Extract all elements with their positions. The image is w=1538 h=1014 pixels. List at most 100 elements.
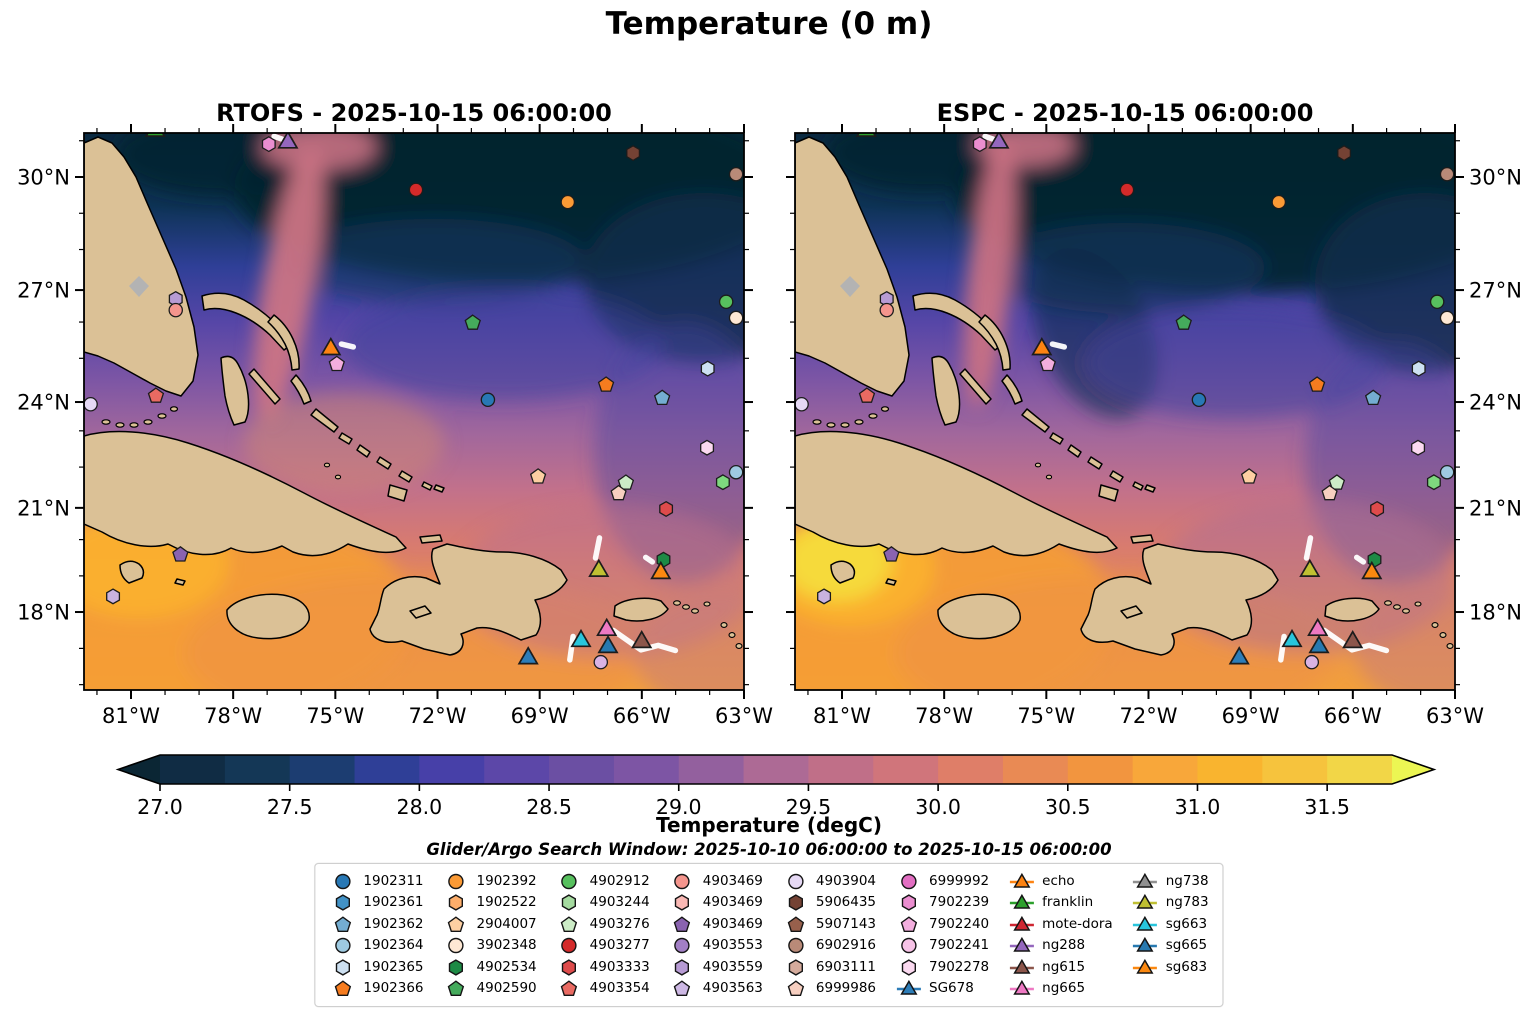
marker-ng665 (596, 617, 618, 637)
legend-entry-label: sg663 (1165, 915, 1208, 932)
legend-entry-label: 7902240 (929, 915, 990, 932)
legend-entry-label: 1902365 (363, 958, 424, 975)
legend-entry-1902522: 1902522 (443, 893, 537, 914)
legend-entry-label: 6903111 (815, 958, 877, 975)
legend-entry-3902348: 3902348 (443, 936, 537, 957)
lat-tick-label: 27°N (1469, 279, 1522, 303)
lon-tick-label: 78°W (915, 704, 973, 728)
legend-column: 4903904 5906435 5907143 6902916 6903111 69999… (782, 871, 876, 999)
marker-ng615 (631, 630, 653, 649)
legend-entry-2904007: 2904007 (443, 914, 537, 935)
pentagon-marker-icon (447, 980, 465, 997)
legend-column: echo franklin mote-dora ng288 ng615 ng665 (1008, 871, 1113, 999)
lon-tick-label: 66°W (613, 704, 671, 728)
marker-ng288 (277, 133, 299, 149)
glider-track (642, 554, 656, 565)
map-rtofs: 81°W 78°W 75°W 72°W 69°W 66°W 63°W 30°N 27°N 24°N… (17, 124, 773, 728)
marker-6999986 (610, 484, 627, 501)
triangle-marker-icon (1133, 915, 1158, 931)
pentagon-marker-icon (447, 916, 465, 932)
legend-entry-4903277: 4903277 (556, 936, 650, 957)
legend-entry-label: sg665 (1165, 937, 1208, 953)
colorbar-label: Temperature (degC) (656, 813, 882, 837)
marker-4903244 (1426, 474, 1441, 491)
lon-tick-label: 75°W (1017, 704, 1075, 728)
figure-title: Temperature (0 m) (605, 6, 933, 42)
legend-entry-label: 7902278 (929, 958, 990, 975)
marker-4903904 (795, 397, 809, 412)
legend-entry-label: 4903469 (702, 872, 763, 889)
legend-entry-ng615: ng615 (1008, 957, 1113, 978)
triangle-marker-icon (1133, 894, 1158, 909)
lat-tick-label: 24°N (1469, 391, 1522, 415)
legend-entry-label: 4903333 (589, 958, 650, 975)
marker-ng783 (588, 558, 610, 577)
legend-entry-label: 4903563 (702, 980, 763, 996)
legend-entry-label: 7902239 (929, 894, 990, 910)
colorbar-tick-label: 29.5 (786, 795, 832, 819)
marker-1902366 (1308, 376, 1326, 392)
marker-2904007 (1240, 468, 1258, 484)
marker-4902590 (464, 314, 481, 330)
marker-4903563 (106, 588, 121, 605)
legend-column: ng738 ng783 sg663 sg665 sg683 (1132, 871, 1209, 999)
marker-4903244 (715, 474, 730, 491)
legend-entry-7902278: 7902278 (895, 957, 989, 978)
circle-marker-icon (787, 938, 804, 954)
marker-echo (1031, 336, 1053, 356)
circle-marker-icon (900, 873, 917, 889)
legend-entry-label: 5907143 (815, 915, 877, 932)
legend-entry-mote-dora: mote-dora (1008, 914, 1113, 935)
marker-4903276 (1328, 474, 1346, 490)
triangle-marker-icon (1009, 937, 1034, 952)
legend-entry-label: franklin (1042, 894, 1094, 910)
legend-column: 6999992 7902239 7902240 7902241 7902278 SG678 (895, 871, 989, 999)
legend-entry-label: 1902366 (363, 980, 424, 996)
marker-sg683 (650, 560, 672, 580)
legend-entry-label: ng783 (1165, 894, 1209, 910)
legend-entry-ng288: ng288 (1008, 936, 1113, 957)
marker-4903277 (408, 182, 424, 198)
hexagon-marker-icon (901, 959, 916, 976)
colorbar-tick-label: 29.0 (656, 795, 702, 819)
legend-entry-4903469: 4903469 (669, 893, 763, 914)
marker-6902916 (728, 166, 744, 182)
circle-marker-icon (674, 938, 690, 954)
marker-1902362 (653, 389, 671, 406)
legend-entry-label: 7902241 (929, 937, 990, 953)
hexagon-marker-icon (448, 894, 464, 911)
glider-track (338, 341, 357, 350)
marker-ng665 (1307, 617, 1329, 637)
lat-tick-label: 18°N (17, 601, 70, 625)
colorbar-tick-label: 30.0 (915, 795, 961, 819)
circle-marker-icon (448, 938, 464, 954)
marker-SG678 (1228, 646, 1250, 665)
marker-1902392 (560, 194, 576, 210)
legend-entry-6902916: 6902916 (782, 936, 876, 957)
legend-entry-4903553: 4903553 (669, 936, 763, 957)
legend-entry-label: 4903904 (815, 872, 877, 889)
marker-4902912 (1429, 294, 1445, 310)
legend-entry-label: 4903244 (589, 894, 650, 910)
marker-4903277 (1119, 182, 1135, 198)
legend-entry-echo: echo (1008, 871, 1113, 892)
hexagon-marker-icon (448, 959, 464, 976)
marker-4903333 (659, 500, 674, 518)
legend-entry-label: 4903469 (702, 915, 763, 932)
lat-tick-label: 27°N (17, 279, 70, 303)
marker-ng288 (988, 133, 1010, 149)
legend-entry-label: 4903276 (589, 915, 650, 932)
glider-track (567, 633, 576, 663)
legend-entry-label: 1902522 (476, 894, 537, 910)
marker-ng783 (1299, 558, 1321, 577)
lat-tick-label: 30°N (1469, 166, 1522, 190)
legend-entry-4902590: 4902590 (443, 979, 537, 1000)
triangle-marker-icon (1133, 937, 1158, 952)
observations-layer (84, 133, 744, 670)
legend-entry-ng783: ng783 (1132, 893, 1209, 914)
legend-entry-1902311: 1902311 (329, 871, 424, 892)
triangle-marker-icon (1009, 958, 1034, 974)
legend-entry-4903354: 4903354 (556, 979, 650, 1000)
pentagon-marker-icon (334, 980, 352, 997)
marker-1902366 (597, 376, 615, 392)
